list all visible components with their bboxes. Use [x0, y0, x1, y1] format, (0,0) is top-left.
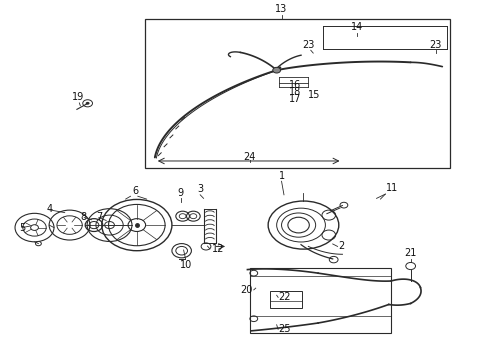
- Text: 23: 23: [302, 40, 315, 50]
- Circle shape: [273, 67, 281, 73]
- Text: 18: 18: [289, 87, 301, 97]
- Text: 12: 12: [212, 244, 224, 254]
- Text: 22: 22: [278, 292, 291, 302]
- Text: 7: 7: [96, 212, 102, 222]
- Text: 17: 17: [289, 94, 301, 104]
- Text: 23: 23: [429, 40, 441, 50]
- Text: 21: 21: [404, 248, 417, 258]
- Bar: [250, 268, 391, 333]
- Text: 2: 2: [339, 242, 345, 251]
- Text: 3: 3: [197, 184, 203, 194]
- Text: 16: 16: [289, 80, 301, 90]
- Text: 14: 14: [351, 22, 363, 32]
- Text: 13: 13: [275, 4, 288, 14]
- Text: 24: 24: [244, 152, 256, 162]
- Text: 19: 19: [72, 92, 84, 102]
- Text: 20: 20: [240, 285, 252, 295]
- Text: 10: 10: [180, 260, 193, 270]
- Text: 11: 11: [386, 183, 398, 193]
- Text: 9: 9: [177, 188, 184, 198]
- Text: 5: 5: [19, 222, 25, 233]
- Text: 15: 15: [308, 90, 321, 100]
- Text: 1: 1: [278, 171, 285, 181]
- Text: 6: 6: [132, 186, 139, 196]
- Text: 4: 4: [46, 204, 52, 214]
- Circle shape: [86, 102, 90, 105]
- Text: 8: 8: [80, 212, 86, 222]
- Bar: [145, 19, 450, 168]
- Text: 25: 25: [278, 324, 291, 334]
